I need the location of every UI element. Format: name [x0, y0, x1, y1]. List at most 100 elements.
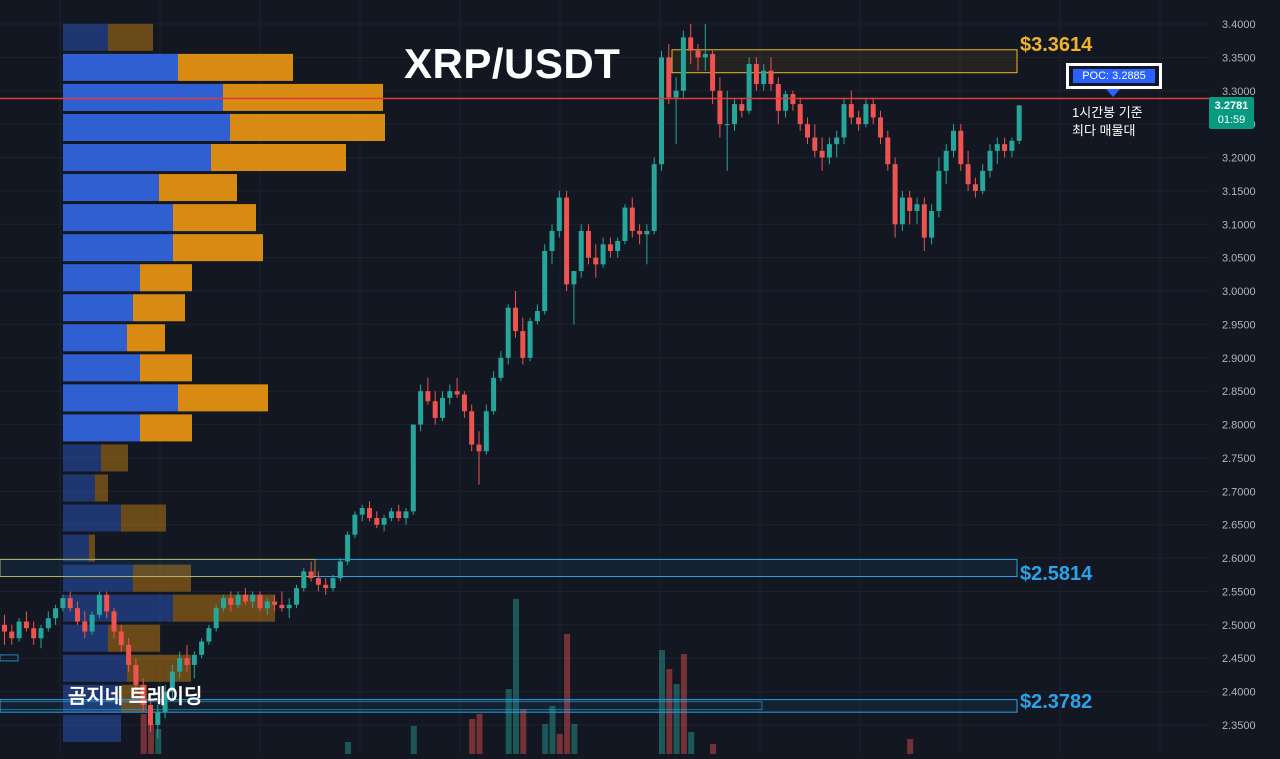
- volume-bar: [476, 714, 483, 754]
- poc-caption-line1: 1시간봉 기준: [1072, 105, 1143, 120]
- y-tick-label: 2.9500: [1222, 319, 1256, 331]
- candle-body: [169, 671, 175, 692]
- candle-body: [914, 204, 920, 211]
- volume-bar: [673, 684, 680, 754]
- candle-body: [819, 150, 825, 158]
- candle-body: [805, 124, 810, 138]
- vp-bar-sell: [230, 113, 385, 142]
- candle-body: [856, 117, 862, 125]
- candle-body: [724, 124, 730, 126]
- volume-bar: [564, 634, 571, 754]
- candle-body: [637, 230, 643, 235]
- candle-body: [162, 691, 168, 712]
- vp-bar-buy: [63, 444, 101, 472]
- volume-bar: [549, 706, 556, 754]
- candle-body: [315, 578, 321, 585]
- candle-body: [184, 658, 190, 665]
- vp-bar-buy: [63, 324, 127, 352]
- candle-body: [104, 594, 110, 612]
- vp-bar-buy: [63, 264, 140, 292]
- candle-body: [432, 401, 438, 418]
- vp-bar-sell: [101, 444, 128, 472]
- candle-body: [374, 518, 380, 525]
- candle-body: [870, 104, 876, 118]
- level-zones: [0, 49, 1018, 713]
- y-tick-label: 3.0000: [1222, 286, 1256, 298]
- vp-bar-sell: [140, 414, 192, 442]
- vp-bar-buy: [63, 204, 173, 232]
- vp-bar-sell: [140, 264, 192, 292]
- y-tick-label: 3.1000: [1222, 219, 1256, 231]
- candle-body: [688, 37, 694, 51]
- candle-body: [513, 307, 518, 332]
- candle-body: [768, 70, 774, 85]
- vp-bar-buy: [63, 594, 173, 622]
- candle-body: [403, 511, 409, 519]
- vp-bar-buy: [63, 654, 127, 682]
- vp-bar-buy: [63, 504, 121, 532]
- volume-bar: [345, 742, 352, 754]
- candle-body: [885, 137, 891, 165]
- candle-body: [75, 608, 80, 622]
- candle-body: [345, 534, 351, 562]
- candle-body: [593, 257, 599, 265]
- candle-body: [242, 594, 248, 602]
- candle-body: [717, 90, 723, 125]
- candle-body: [644, 230, 650, 235]
- vp-bar-buy: [63, 234, 173, 262]
- level-label-top: $3.3614: [1020, 34, 1093, 56]
- vp-bar-buy: [63, 534, 89, 562]
- candle-body: [191, 654, 197, 665]
- candle-body: [680, 37, 686, 91]
- support-zone-low-inner: [0, 701, 763, 711]
- vp-bar-buy: [63, 684, 121, 712]
- vp-bar-buy: [63, 23, 108, 51]
- candle-body: [936, 170, 942, 211]
- candle-body: [133, 664, 139, 685]
- candle-body: [848, 104, 854, 118]
- volume-bar: [520, 709, 527, 754]
- candle-body: [907, 197, 913, 211]
- poc-caption-line2: 최다 매물대: [1072, 123, 1136, 138]
- resistance-zone: [671, 49, 1018, 74]
- candle-body: [892, 164, 898, 225]
- volume-bar: [513, 599, 519, 754]
- candle-body: [235, 594, 241, 605]
- candle-body: [841, 104, 847, 138]
- candle-body: [600, 244, 606, 265]
- candle-body: [440, 397, 445, 418]
- candle-body: [965, 164, 971, 185]
- candle-body: [155, 711, 161, 725]
- vp-bar-sell: [108, 23, 153, 51]
- vp-bar-sell: [178, 384, 268, 412]
- candle-body: [775, 84, 781, 111]
- candle-body: [199, 641, 205, 655]
- candle-body: [418, 391, 424, 425]
- candle-body: [206, 628, 212, 642]
- vp-bar-sell: [173, 234, 263, 262]
- vp-bar-buy: [63, 174, 159, 202]
- vp-bar-buy: [63, 113, 230, 142]
- candle-body: [272, 601, 278, 605]
- last-price-value: 3.2781: [1214, 100, 1249, 112]
- candle-body: [826, 144, 832, 158]
- candle-body: [148, 704, 153, 725]
- candle-body: [629, 207, 635, 231]
- candle-body: [96, 594, 102, 615]
- chart-title: XRP/USDT: [404, 40, 621, 87]
- candle-body: [980, 170, 986, 191]
- price-axis: 3.40003.35003.30003.25003.20003.15003.10…: [1222, 19, 1256, 732]
- poc-pointer-icon: [1106, 89, 1120, 97]
- candle-body: [549, 230, 555, 251]
- volume-bar: [140, 714, 147, 754]
- y-tick-label: 3.3000: [1222, 86, 1256, 98]
- candle-body: [396, 511, 402, 519]
- vp-bar-sell: [133, 564, 191, 592]
- volume-bar: [148, 724, 154, 754]
- vp-bar-sell: [223, 83, 383, 111]
- vp-bar-sell: [121, 504, 166, 532]
- candle-body: [994, 144, 1000, 151]
- vp-bar-sell: [89, 534, 95, 562]
